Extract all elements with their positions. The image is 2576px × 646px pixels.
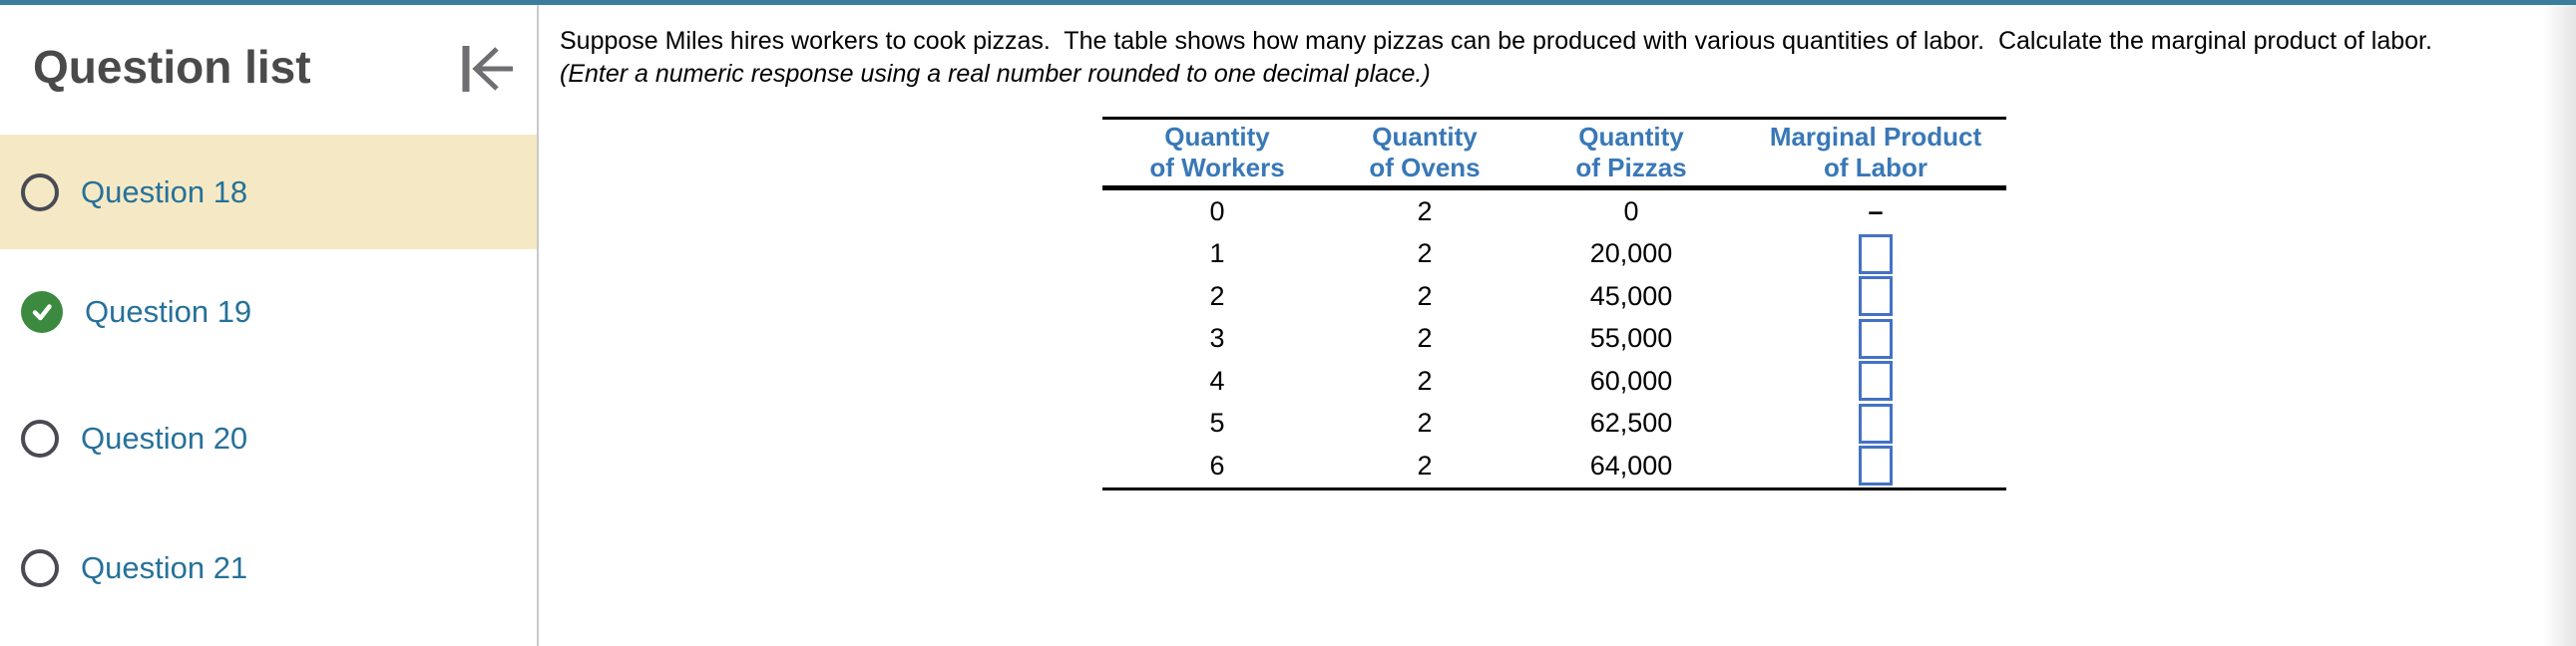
table-cell-mpl-dash: – bbox=[1868, 195, 1884, 226]
table-cell-workers: 6 bbox=[1209, 450, 1225, 481]
mpl-answer-input-row-1[interactable] bbox=[1859, 233, 1893, 274]
table-row: 0 2 0 – bbox=[1102, 190, 2006, 233]
question-list-panel: Question list Question 18 Question 19 Ques… bbox=[0, 5, 539, 646]
question-list-items: Question 18 Question 19 Question 20 Questio… bbox=[0, 135, 537, 633]
table-cell-ovens: 2 bbox=[1417, 323, 1433, 354]
table-cell-ovens: 2 bbox=[1417, 450, 1433, 481]
table-row: 1 2 20,000 bbox=[1102, 233, 2006, 276]
sidebar-item-label: Question 19 bbox=[85, 293, 252, 329]
table-row: 6 2 64,000 bbox=[1102, 445, 2006, 487]
mpl-answer-input-row-4[interactable] bbox=[1859, 361, 1893, 402]
table-cell-workers: 3 bbox=[1209, 323, 1225, 354]
table-cell-pizzas: 55,000 bbox=[1589, 323, 1673, 354]
table-cell-pizzas: 60,000 bbox=[1589, 365, 1673, 396]
table-cell-mpl bbox=[1745, 361, 2006, 402]
table-header-cell: Quantity of Workers bbox=[1149, 122, 1285, 182]
table-row: 4 2 60,000 bbox=[1102, 360, 2006, 403]
radio-circle-icon bbox=[21, 420, 59, 458]
question-list-header: Question list bbox=[0, 5, 537, 135]
production-table-header: Quantity of Workers Quantity of Ovens Quanti… bbox=[1102, 120, 2006, 190]
table-row: 3 2 55,000 bbox=[1102, 318, 2006, 361]
table-cell-workers: 0 bbox=[1209, 195, 1225, 226]
table-cell-pizzas: 20,000 bbox=[1589, 238, 1673, 269]
table-header-cell: Marginal Product of Labor bbox=[1769, 122, 1982, 182]
table-cell-pizzas: 0 bbox=[1623, 195, 1639, 226]
sidebar-item-question-19[interactable]: Question 19 bbox=[0, 249, 537, 374]
sidebar-item-question-20[interactable]: Question 20 bbox=[0, 374, 537, 503]
top-accent-bar bbox=[0, 0, 2576, 5]
production-table-body: 0 2 0–1 2 20,000 2 2 45,000 3 2 55,000 4 2 60,000 5 2 62… bbox=[1102, 190, 2006, 487]
table-row: 5 2 62,500 bbox=[1102, 403, 2006, 446]
scroll-edge-shadow bbox=[2542, 5, 2576, 646]
table-cell-workers: 4 bbox=[1209, 365, 1225, 396]
table-cell-pizzas: 64,000 bbox=[1589, 450, 1673, 481]
table-header-cell: Quantity of Pizzas bbox=[1575, 122, 1687, 182]
table-cell-ovens: 2 bbox=[1417, 408, 1433, 439]
table-cell-ovens: 2 bbox=[1417, 280, 1433, 311]
table-cell-ovens: 2 bbox=[1417, 238, 1433, 269]
table-cell-pizzas: 62,500 bbox=[1589, 408, 1673, 439]
table-cell-workers: 2 bbox=[1209, 280, 1225, 311]
table-cell-workers: 5 bbox=[1209, 408, 1225, 439]
table-cell-mpl bbox=[1745, 446, 2006, 486]
mpl-answer-input-row-6[interactable] bbox=[1859, 446, 1893, 486]
sidebar-item-label: Question 18 bbox=[81, 173, 248, 209]
completed-check-icon bbox=[21, 290, 63, 333]
mpl-answer-input-row-5[interactable] bbox=[1859, 403, 1893, 444]
production-table: Quantity of Workers Quantity of Ovens Quanti… bbox=[1102, 117, 2006, 490]
mpl-answer-input-row-2[interactable] bbox=[1859, 276, 1893, 317]
table-cell-ovens: 2 bbox=[1417, 195, 1433, 226]
table-cell-pizzas: 45,000 bbox=[1589, 280, 1673, 311]
question-list-title: Question list bbox=[33, 41, 311, 93]
mpl-answer-input-row-3[interactable] bbox=[1859, 318, 1893, 359]
radio-circle-icon bbox=[21, 549, 59, 587]
radio-circle-icon bbox=[21, 172, 59, 211]
sidebar-item-question-18[interactable]: Question 18 bbox=[0, 135, 537, 249]
collapse-panel-button[interactable] bbox=[460, 43, 516, 95]
table-cell-mpl bbox=[1745, 233, 2006, 274]
sidebar-item-question-21[interactable]: Question 21 bbox=[0, 503, 537, 633]
collapse-left-icon bbox=[460, 43, 516, 95]
question-prompt: Suppose Miles hires workers to cook pizz… bbox=[560, 27, 2432, 55]
table-header-cell: Quantity of Ovens bbox=[1369, 122, 1481, 182]
table-cell-mpl bbox=[1745, 318, 2006, 359]
sidebar-item-label: Question 21 bbox=[81, 550, 248, 585]
question-instruction: (Enter a numeric response using a real n… bbox=[560, 60, 1431, 88]
table-cell-workers: 1 bbox=[1209, 238, 1225, 269]
sidebar-item-label: Question 20 bbox=[81, 421, 248, 456]
table-row: 2 2 45,000 bbox=[1102, 275, 2006, 318]
table-cell-ovens: 2 bbox=[1417, 365, 1433, 396]
table-cell-mpl bbox=[1745, 276, 2006, 317]
table-cell-mpl bbox=[1745, 403, 2006, 444]
